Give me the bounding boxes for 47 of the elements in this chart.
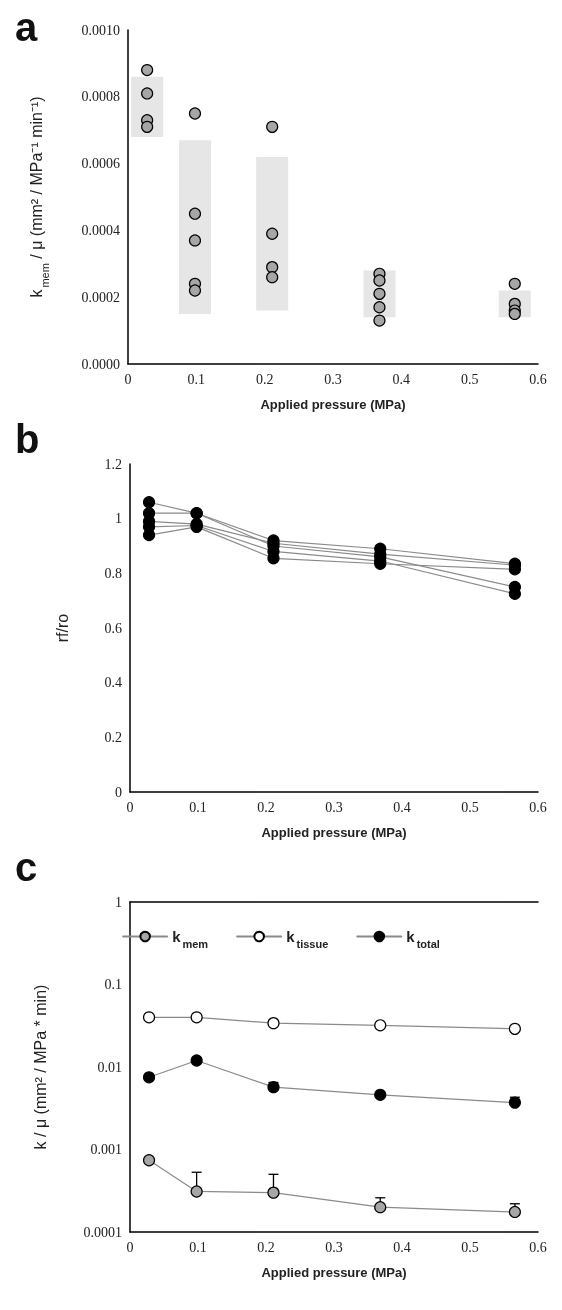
y-axis-title: k / μ (mm² / MPa * min) <box>31 984 49 1150</box>
x-tick-label: 0.6 <box>529 799 547 815</box>
chart-title: b <box>15 417 40 461</box>
x-axis-title: Applied pressure (MPa) <box>261 1265 407 1280</box>
x-tick-label: 0.4 <box>393 799 411 815</box>
x-tick-label: 0.3 <box>325 1239 343 1255</box>
y-tick-label: 1 <box>115 511 122 527</box>
x-tick-label: 0.6 <box>529 1239 547 1255</box>
y-tick-label: 0 <box>115 784 122 800</box>
x-tick-label: 0.2 <box>255 371 274 387</box>
x-tick-label: 0.5 <box>461 799 479 815</box>
y-tick-label: 1.2 <box>104 456 122 472</box>
x-tick-label: 0.1 <box>187 371 206 387</box>
y-tick-label: 0.8 <box>104 565 122 581</box>
x-tick-label: 0.5 <box>461 1239 479 1255</box>
x-tick-label: 0 <box>126 799 134 815</box>
y-tick-label: 0.4 <box>104 675 122 691</box>
x-tick-label: 0.5 <box>460 371 479 387</box>
x-axis-title: Applied pressure (MPa) <box>260 397 406 412</box>
x-tick-label: 0.4 <box>393 1239 411 1255</box>
y-tick-label: 0.1 <box>104 977 122 992</box>
y-tick-label: 0.001 <box>90 1142 122 1157</box>
y-tick-label: 0.2 <box>104 729 122 745</box>
x-tick-label: 0.1 <box>189 1239 207 1255</box>
y-tick-label: 0.0001 <box>83 1224 122 1240</box>
x-tick-label: 0 <box>126 1239 134 1255</box>
x-tick-label: 0.6 <box>529 371 547 387</box>
y-tick-label: 0.0010 <box>81 22 120 38</box>
y-tick-label: 0.0004 <box>81 222 120 238</box>
y-tick-label: 0.0000 <box>81 356 120 372</box>
x-tick-label: 0.3 <box>325 799 343 815</box>
x-tick-label: 0.4 <box>392 371 411 387</box>
y-axis-title: rf/ro <box>53 613 71 643</box>
chart-title: c <box>15 845 38 889</box>
y-tick-label: 0.01 <box>97 1059 122 1075</box>
x-tick-label: 0.2 <box>257 1239 275 1255</box>
y-tick-label: 0.6 <box>104 620 122 636</box>
x-tick-label: 0.1 <box>189 799 207 815</box>
y-tick-label: 0.0008 <box>81 89 120 105</box>
x-axis-title: Applied pressure (MPa) <box>261 825 407 840</box>
x-tick-label: 0.3 <box>324 371 342 387</box>
y-tick-label: 0.0002 <box>81 289 120 305</box>
x-tick-label: 0.2 <box>257 799 275 815</box>
y-tick-label: 0.0006 <box>81 156 120 172</box>
y-axis-title: kmem / μ (mm² / MPa⁻¹ min⁻¹) <box>28 96 51 298</box>
chart-title: a <box>15 5 38 49</box>
y-tick-label: 1 <box>115 894 122 910</box>
